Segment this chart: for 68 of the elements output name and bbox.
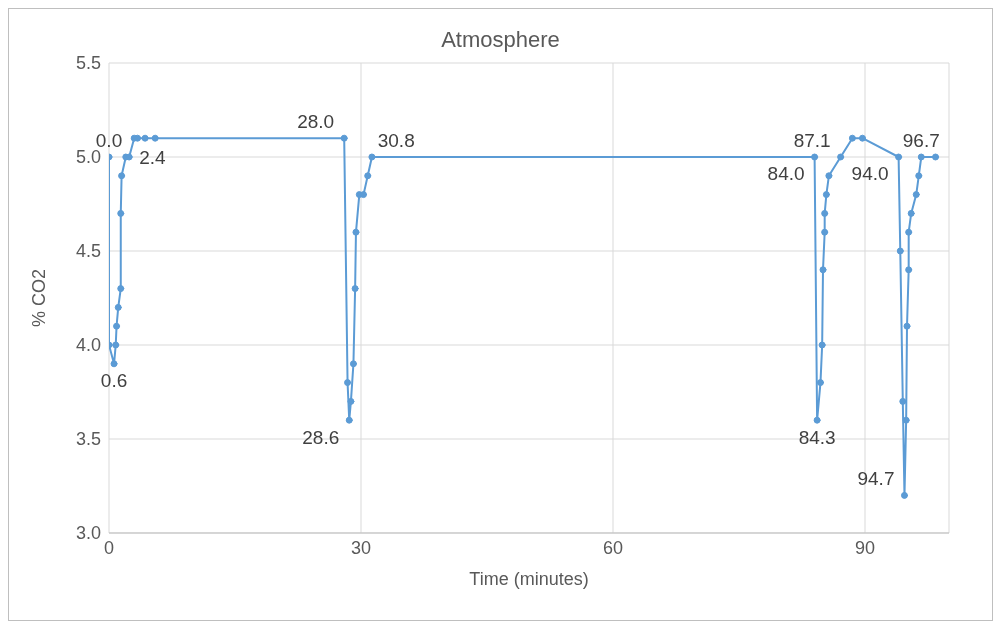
annotation: 0.6 bbox=[100, 370, 128, 392]
point bbox=[118, 172, 126, 180]
point bbox=[151, 134, 159, 142]
point bbox=[811, 153, 819, 161]
point bbox=[360, 191, 368, 199]
point bbox=[821, 228, 829, 236]
point bbox=[110, 360, 118, 368]
annotation: 84.3 bbox=[798, 426, 836, 448]
point bbox=[907, 209, 915, 217]
point bbox=[345, 416, 353, 424]
point bbox=[819, 266, 827, 274]
y-tick-label: 3.5 bbox=[75, 429, 101, 450]
annotation: 28.0 bbox=[297, 111, 335, 133]
point bbox=[912, 191, 920, 199]
point bbox=[915, 172, 923, 180]
point bbox=[902, 416, 910, 424]
point bbox=[932, 153, 940, 161]
point bbox=[364, 172, 372, 180]
annotation: 84.0 bbox=[767, 163, 805, 185]
point bbox=[899, 397, 907, 405]
annotation: 28.6 bbox=[302, 426, 340, 448]
point bbox=[352, 228, 360, 236]
point bbox=[117, 209, 125, 217]
annotation: 94.7 bbox=[857, 468, 895, 490]
x-tick-label: 60 bbox=[602, 537, 624, 558]
y-tick-label: 4.0 bbox=[75, 335, 101, 356]
point bbox=[818, 341, 826, 349]
chart-title: Atmosphere bbox=[440, 27, 561, 53]
point bbox=[114, 303, 122, 311]
annotation: 87.1 bbox=[793, 130, 831, 151]
point bbox=[895, 153, 903, 161]
y-axis-title: % CO2 bbox=[29, 268, 50, 328]
point bbox=[900, 491, 908, 499]
point bbox=[113, 322, 121, 330]
point bbox=[816, 379, 824, 387]
point bbox=[896, 247, 904, 255]
point bbox=[825, 172, 833, 180]
point bbox=[903, 322, 911, 330]
point bbox=[340, 134, 348, 142]
point bbox=[141, 134, 149, 142]
point bbox=[822, 191, 830, 199]
point bbox=[368, 153, 376, 161]
point bbox=[347, 397, 355, 405]
annotation: 30.8 bbox=[377, 130, 415, 151]
point bbox=[112, 341, 120, 349]
y-tick-label: 4.5 bbox=[75, 241, 101, 262]
point bbox=[117, 285, 125, 293]
point bbox=[134, 134, 142, 142]
point bbox=[349, 360, 357, 368]
point bbox=[858, 134, 866, 142]
point bbox=[905, 266, 913, 274]
point bbox=[351, 285, 359, 293]
point bbox=[344, 379, 352, 387]
annotation: 94.0 bbox=[851, 163, 889, 185]
y-tick-label: 5.5 bbox=[75, 53, 101, 74]
x-tick-label: 90 bbox=[854, 537, 876, 558]
x-tick-label: 30 bbox=[350, 537, 372, 558]
x-tick-label: 0 bbox=[103, 537, 115, 558]
point bbox=[917, 153, 925, 161]
point bbox=[837, 153, 845, 161]
point bbox=[821, 209, 829, 217]
annotation: 2.4 bbox=[139, 146, 167, 168]
x-axis-title: Time (minutes) bbox=[469, 569, 589, 589]
y-tick-label: 3.0 bbox=[75, 523, 101, 544]
point bbox=[813, 416, 821, 424]
point bbox=[848, 134, 856, 142]
annotation: 96.7 bbox=[902, 130, 940, 151]
point bbox=[905, 228, 913, 236]
